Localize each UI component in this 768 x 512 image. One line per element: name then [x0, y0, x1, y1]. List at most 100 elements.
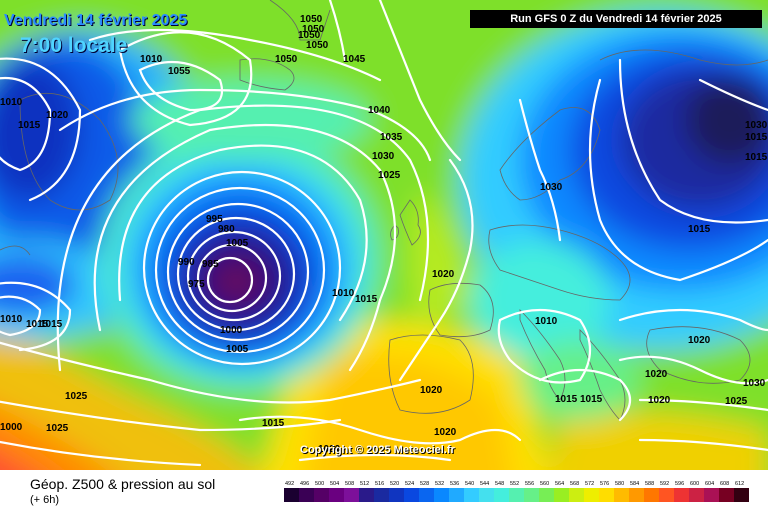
- isobar-label: 1035: [380, 132, 403, 143]
- color-scale-swatch: [494, 488, 509, 502]
- color-scale-swatch: [344, 488, 359, 502]
- isobar-label: 1015: [40, 319, 63, 330]
- isobar-label: 1045: [343, 54, 366, 65]
- color-scale-tick: 592: [660, 481, 669, 487]
- isobar-label: 1025: [46, 423, 69, 434]
- isobar-label: 1005: [226, 344, 249, 355]
- isobar-label: 1015: [555, 394, 578, 405]
- isobar-label: 990: [178, 257, 195, 268]
- color-scale-swatch: [419, 488, 434, 502]
- isobar-label: 1055: [168, 66, 191, 77]
- isobar-label: 1020: [688, 335, 711, 346]
- isobar-label: 1000: [0, 422, 23, 433]
- color-scale-tick: 492: [285, 481, 294, 487]
- color-scale-tick: 556: [525, 481, 534, 487]
- color-scale-tick: 540: [465, 481, 474, 487]
- isobar-label: 1040: [368, 105, 391, 116]
- isobar-label: 1050: [300, 14, 323, 25]
- color-scale-tick: 600: [690, 481, 699, 487]
- isobar-label: 1050: [306, 40, 329, 51]
- color-scale-swatch: [734, 488, 749, 502]
- color-scale-swatch: [689, 488, 704, 502]
- color-scale-swatch: [389, 488, 404, 502]
- color-scale-tick: 528: [420, 481, 429, 487]
- isobar-label: 1015: [745, 132, 768, 143]
- isobar-label: 1020: [432, 269, 455, 280]
- color-scale-tick: 584: [630, 481, 639, 487]
- color-scale-swatch: [644, 488, 659, 502]
- isobar-label: 1050: [302, 24, 325, 35]
- isobar-label: 1015: [745, 152, 768, 163]
- color-scale: 492 496 500 504 508 512 516 520 524 528 532 536 540 5…: [284, 481, 749, 502]
- color-scale-tick: 568: [570, 481, 579, 487]
- isobar-label: 1010: [332, 288, 355, 299]
- isobar-label: 1010: [140, 54, 163, 65]
- color-scale-tick: 608: [720, 481, 729, 487]
- color-scale-swatch: [464, 488, 479, 502]
- map-title: Géop. Z500 & pression au sol: [30, 476, 216, 492]
- color-scale-tick: 596: [675, 481, 684, 487]
- color-scale-tick: 612: [735, 481, 744, 487]
- copyright-notice: Copyright © 2025 Meteociel.fr: [300, 444, 455, 456]
- isobar-label: 1015: [26, 319, 49, 330]
- isobar-label: 1020: [46, 110, 69, 121]
- isobar-label: 1020: [318, 444, 341, 455]
- isobar-label: 1030: [743, 378, 766, 389]
- isobar-label: 995: [206, 214, 223, 225]
- forecast-date: Vendredi 14 février 2025: [4, 12, 188, 29]
- color-scale-swatch: [599, 488, 614, 502]
- forecast-time: 7:00 locale: [20, 34, 128, 57]
- isobar-label: 1015: [688, 224, 711, 235]
- color-scale-tick: 504: [330, 481, 339, 487]
- color-scale-tick: 564: [555, 481, 564, 487]
- color-scale-swatch: [284, 488, 299, 502]
- color-scale-tick: 552: [510, 481, 519, 487]
- weather-map: 1050 1050 1050 1050 1050 1055 1045 1040 …: [0, 0, 768, 470]
- color-scale-swatch: [539, 488, 554, 502]
- isobar-label: 1050: [298, 30, 321, 41]
- isobar-label: 1020: [645, 369, 668, 380]
- color-scale-tick: 532: [435, 481, 444, 487]
- color-scale-swatch: [404, 488, 419, 502]
- isobar-labels: 1050 1050 1050 1050 1050 1055 1045 1040 …: [0, 14, 768, 455]
- color-scale-swatch: [374, 488, 389, 502]
- color-scale-swatch: [449, 488, 464, 502]
- isobar-label: 1015: [262, 418, 285, 429]
- forecast-offset: (+ 6h): [30, 494, 60, 506]
- color-scale-swatch: [299, 488, 314, 502]
- color-scale-tick: 548: [495, 481, 504, 487]
- color-scale-swatch: [314, 488, 329, 502]
- color-scale-boxes: [284, 488, 749, 502]
- isobar-label: 1030: [372, 151, 395, 162]
- run-banner: Run GFS 0 Z du Vendredi 14 février 2025: [470, 10, 762, 28]
- color-scale-tick: 560: [540, 481, 549, 487]
- isobar-label: 1020: [648, 395, 671, 406]
- color-scale-swatch: [479, 488, 494, 502]
- color-scale-swatch: [359, 488, 374, 502]
- color-scale-tick: 516: [375, 481, 384, 487]
- geopotential-field: [0, 0, 768, 470]
- isobar-label: 1030: [540, 182, 563, 193]
- color-scale-tick: 588: [645, 481, 654, 487]
- color-scale-tick: 576: [600, 481, 609, 487]
- color-scale-swatch: [509, 488, 524, 502]
- color-scale-tick: 524: [405, 481, 414, 487]
- color-scale-swatch: [524, 488, 539, 502]
- color-scale-tick: 544: [480, 481, 489, 487]
- color-scale-swatch: [719, 488, 734, 502]
- color-scale-tick: 520: [390, 481, 399, 487]
- color-scale-tick: 536: [450, 481, 459, 487]
- isobar-label: 1050: [275, 54, 298, 65]
- isobar-label: 1010: [0, 97, 23, 108]
- isobar-label: 1025: [725, 396, 748, 407]
- isobars: [0, 0, 768, 465]
- isobar-label: 1010: [0, 314, 23, 325]
- isobar-label: 1010: [535, 316, 558, 327]
- color-scale-swatch: [329, 488, 344, 502]
- isobar-label: 1020: [420, 385, 443, 396]
- color-scale-tick: 508: [345, 481, 354, 487]
- color-scale-swatch: [554, 488, 569, 502]
- color-scale-swatch: [434, 488, 449, 502]
- isobar-label: 1030: [745, 120, 768, 131]
- isobar-label: 1015: [355, 294, 378, 305]
